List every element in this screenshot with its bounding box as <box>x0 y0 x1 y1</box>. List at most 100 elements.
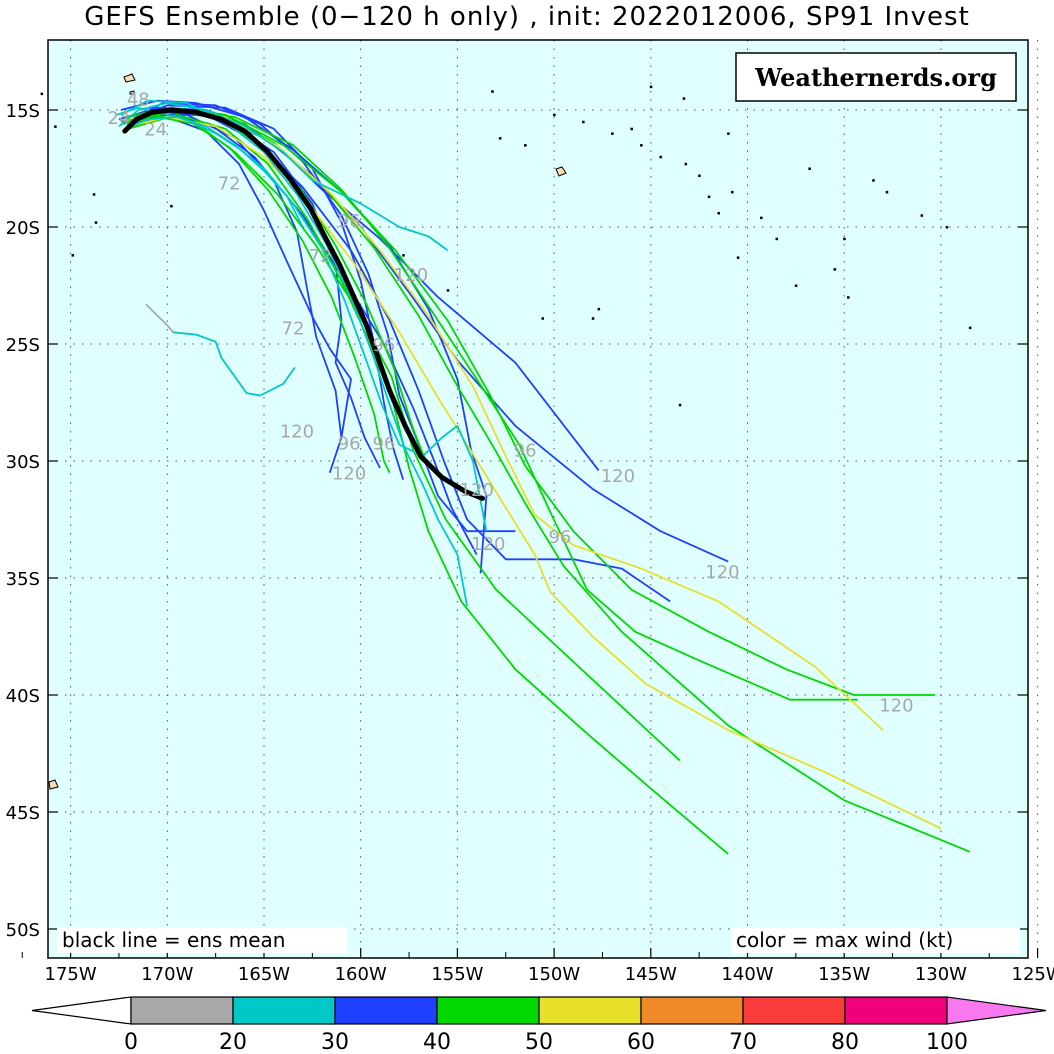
atoll-dot <box>94 221 98 224</box>
atoll-dot <box>872 179 875 182</box>
hour-label: 72 <box>218 174 241 195</box>
lon-label: 175W <box>45 964 97 985</box>
member-track <box>124 106 936 696</box>
atoll-dot <box>582 120 585 124</box>
colorbar-tick-label: 20 <box>219 1030 247 1054</box>
atoll-dot <box>553 113 556 117</box>
atoll-dot <box>92 193 96 196</box>
colorbar-segment <box>640 996 744 1025</box>
page-title: GEFS Ensemble (0−120 h only) , init: 202… <box>84 2 970 32</box>
hour-label: 120 <box>280 422 314 443</box>
hour-label: 120 <box>460 480 494 501</box>
member-track <box>130 116 352 438</box>
map-frame <box>47 39 1029 959</box>
colorbar-tick-label: 30 <box>321 1030 349 1054</box>
atoll-dot <box>446 289 450 292</box>
atoll-dot <box>698 174 701 178</box>
atoll-dot <box>717 211 720 215</box>
watermark: Weathernerds.org <box>754 63 997 92</box>
hour-label: 48 <box>127 89 150 110</box>
atoll-dot <box>524 144 527 147</box>
atoll-dot <box>54 125 57 128</box>
member-track <box>120 99 468 607</box>
hour-label: 120 <box>705 562 739 583</box>
atoll-dot <box>498 137 502 140</box>
atoll-dot <box>808 167 811 170</box>
colorbar-under-arrow <box>31 996 132 1025</box>
atoll-dot <box>170 204 173 208</box>
hour-label: 96 <box>372 433 395 454</box>
member-track <box>124 109 884 731</box>
hour-label: 72 <box>282 319 305 340</box>
atoll-dot <box>630 127 633 131</box>
member-track <box>173 331 296 397</box>
atoll-dot <box>402 254 405 257</box>
lon-label: 125W <box>1012 964 1054 985</box>
hour-label: 120 <box>879 695 913 716</box>
hour-label: 24 <box>107 108 130 129</box>
colorbar-segment <box>232 996 336 1025</box>
atoll-dot <box>847 296 850 299</box>
colorbar-segment <box>742 996 846 1025</box>
lat-label: 25S <box>6 335 40 356</box>
atoll-dot <box>640 144 643 147</box>
lon-label: 155W <box>431 964 483 985</box>
member-track <box>128 109 858 701</box>
colorbar-segment <box>130 996 234 1025</box>
atoll-dot <box>682 97 686 100</box>
atoll-dot <box>684 162 688 166</box>
atoll-dot <box>920 214 924 217</box>
hour-label: 96 <box>514 440 537 461</box>
atoll-dot <box>597 307 601 311</box>
lat-label: 20S <box>6 218 40 239</box>
hour-label: 96 <box>338 433 361 454</box>
lon-label: 170W <box>141 964 193 985</box>
legend-left: black line = ens mean <box>62 928 286 952</box>
hour-label: 96 <box>372 335 395 356</box>
legend-left-box <box>57 927 347 953</box>
ensemble-mean-track <box>122 107 485 501</box>
atoll-dot <box>885 190 889 194</box>
hour-label: 120 <box>471 534 505 555</box>
colorbar: 0 20 30 40 50 60 70 80 100 <box>31 996 1047 1054</box>
lon-label: 165W <box>238 964 290 985</box>
lon-label: 130W <box>915 964 967 985</box>
colorbar-tick-label: 60 <box>627 1030 655 1054</box>
atoll-dot <box>794 284 798 287</box>
hour-label: 120 <box>394 265 428 286</box>
colorbar-segment <box>436 996 540 1025</box>
lat-label: 30S <box>6 452 40 473</box>
hour-label: 72 <box>309 246 332 267</box>
atoll-dot <box>649 85 653 89</box>
member-track <box>122 102 516 533</box>
lat-label: 15S <box>6 101 40 122</box>
tahiti-island <box>555 166 567 177</box>
atoll-dot <box>40 92 44 96</box>
member-track <box>145 303 174 333</box>
hour-label: 120 <box>601 466 635 487</box>
member-tracks <box>116 99 971 855</box>
lat-label: 40S <box>6 686 40 707</box>
atoll-dot <box>591 317 595 320</box>
legend-right-box <box>732 927 1020 953</box>
atoll-dot <box>611 132 614 135</box>
atoll-dot <box>736 256 740 259</box>
member-track <box>116 106 304 228</box>
lon-label: 150W <box>528 964 580 985</box>
watermark-box <box>735 52 1017 102</box>
island-group <box>40 73 972 790</box>
hour-label: 24 <box>144 120 167 141</box>
colorbar-tick-label: 0 <box>124 1030 138 1054</box>
colorbar-segment <box>334 996 438 1025</box>
member-track <box>128 116 942 830</box>
samoa-islet <box>129 90 135 95</box>
atoll-dot <box>659 155 662 159</box>
lon-label: 135W <box>818 964 870 985</box>
colorbar-tick-label: 40 <box>423 1030 451 1054</box>
axis-labels: 175W 170W 165W 160W 155W 150W 145W 140W 135W 130W… <box>6 101 1054 985</box>
colorbar-tick-label: 70 <box>729 1030 757 1054</box>
lon-label: 145W <box>625 964 677 985</box>
colorbar-segment <box>844 996 948 1025</box>
colorbar-segment <box>538 996 642 1025</box>
atoll-dot <box>760 216 763 220</box>
